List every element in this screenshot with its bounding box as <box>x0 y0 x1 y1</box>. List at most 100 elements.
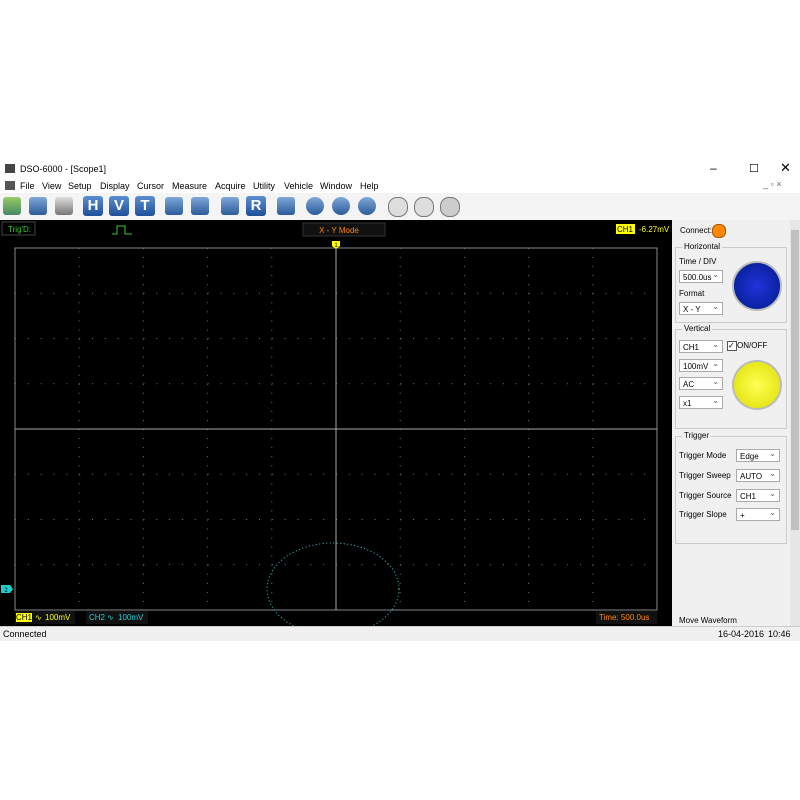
stop-button[interactable] <box>358 197 376 215</box>
ch2-box <box>86 611 148 624</box>
mode-label: X - Y Mode <box>319 226 359 235</box>
status-date: 16-04-2016 <box>718 629 765 639</box>
ch2-marker <box>1 585 13 593</box>
onoff-checkbox[interactable]: ✓ <box>727 341 737 351</box>
ch1-scale: 100mV <box>45 613 71 622</box>
coupling-select[interactable]: AC <box>679 375 723 390</box>
connect-label: Connect: <box>680 226 713 235</box>
vertical-group: Vertical CH1 ✓ ON/OFF 100mV AC x1 <box>675 324 787 429</box>
xy-trace <box>266 542 400 626</box>
scale-select[interactable]: 100mV <box>679 357 723 372</box>
scroll-thumb[interactable] <box>791 230 799 530</box>
channel-select[interactable]: CH1 <box>679 338 723 353</box>
auto-button[interactable] <box>306 197 324 215</box>
scrollbar[interactable] <box>790 220 800 626</box>
trigger-sweep-select[interactable]: AUTO <box>736 467 780 482</box>
app-icon <box>5 164 15 173</box>
group-title: Horizontal <box>682 242 723 251</box>
menu-item[interactable]: Display <box>100 181 130 191</box>
control-panel: Connect: Horizontal Time / DIV 500.0us F… <box>672 220 790 626</box>
scope-display: Trig'D: X - Y Mode CH1 -6.27mV 1 2 CH1 ∿… <box>0 220 672 626</box>
close[interactable]: ✕ <box>780 160 791 175</box>
label: Format <box>679 289 705 298</box>
trigger-edge-icon <box>112 225 132 235</box>
maximize[interactable]: ☐ <box>749 163 759 175</box>
horizontal-group: Horizontal Time / DIV 500.0us Format X -… <box>675 242 787 323</box>
menu-item[interactable]: Measure <box>172 181 208 191</box>
menu-item[interactable]: View <box>42 181 62 191</box>
menu-item[interactable]: Setup <box>68 181 92 191</box>
menu-item[interactable]: Cursor <box>137 181 165 191</box>
run-button[interactable] <box>332 197 350 215</box>
label: Time / DIV <box>679 257 717 266</box>
doc-icon <box>5 181 15 190</box>
title-bar: DSO-6000 - [Scope1] – ☐ ✕ <box>0 160 800 178</box>
label: Trigger Mode <box>679 451 727 460</box>
ch1-tag <box>616 224 635 234</box>
toolbar: H V T R <box>0 193 800 220</box>
group-title: Vertical <box>682 324 713 333</box>
onoff-label: ON/OFF <box>737 341 768 350</box>
time-div-select[interactable]: 500.0us <box>679 268 723 283</box>
menu-item[interactable]: Acquire <box>215 181 246 191</box>
print-button[interactable] <box>55 197 73 215</box>
status-text: Connected <box>3 629 47 639</box>
menu-item[interactable]: Help <box>360 181 379 191</box>
label: Trigger Source <box>679 491 732 500</box>
label: Trigger Sweep <box>679 471 731 480</box>
zoom-in[interactable] <box>388 197 408 217</box>
probe-select[interactable]: x1 <box>679 394 723 409</box>
label: Trigger Slope <box>679 510 727 519</box>
trigger-source-select[interactable]: CH1 <box>736 487 780 502</box>
trigger-mode-select[interactable]: Edge <box>736 447 780 462</box>
time-base: Time: 500.0us <box>599 613 649 622</box>
trigger-marker <box>332 241 340 249</box>
ch1-label: CH1 <box>16 613 33 622</box>
r-button[interactable]: R <box>246 196 266 216</box>
status-time: 10:46 <box>768 629 791 639</box>
menu-item[interactable]: Utility <box>253 181 275 191</box>
minimize[interactable]: – <box>710 161 717 175</box>
group-title: Trigger <box>682 431 712 440</box>
ch2-scale: 100mV <box>118 613 144 622</box>
save-button[interactable] <box>29 197 47 215</box>
yt-button[interactable] <box>165 197 183 215</box>
marker-top: 1 <box>334 243 338 249</box>
mode-box <box>302 222 386 237</box>
ch1-chip <box>16 613 32 622</box>
trig-box <box>1 221 36 236</box>
status-bar: Connected 16-04-2016 10:46 <box>0 626 800 641</box>
child-controls[interactable]: _ ▫ × <box>763 179 782 189</box>
volts-knob[interactable] <box>732 360 782 410</box>
math-button[interactable] <box>221 197 239 215</box>
trigger-slope-select[interactable]: + <box>736 506 780 521</box>
open-button[interactable] <box>3 197 21 215</box>
menu-item[interactable]: Vehicle <box>284 181 314 191</box>
cursor-button[interactable] <box>277 197 295 215</box>
time-box <box>596 611 657 624</box>
h-button[interactable]: H <box>83 196 103 216</box>
xy-button[interactable] <box>191 197 209 215</box>
menu-item[interactable]: Window <box>320 181 353 191</box>
trigger-group: Trigger Trigger Mode Edge Trigger Sweep … <box>675 431 787 544</box>
v-button[interactable]: V <box>109 196 129 216</box>
trigger-level: -6.27mV <box>639 225 670 234</box>
menu-item[interactable]: File <box>20 181 35 191</box>
move-waveform-label: Move Waveform <box>679 616 737 625</box>
menu-bar: File View Setup Display Cursor Measure A… <box>0 178 800 193</box>
app-window: DSO-6000 - [Scope1] – ☐ ✕ File View Setu… <box>0 160 800 641</box>
format-select[interactable]: X - Y <box>679 300 723 315</box>
window-title: DSO-6000 - [Scope1] <box>20 164 107 174</box>
trig-status: Trig'D: <box>8 225 31 234</box>
marker-left: 2 <box>4 588 8 594</box>
trigger-channel: CH1 <box>617 225 634 234</box>
reset-zoom[interactable] <box>440 197 460 217</box>
ch2-coupling: ∿ <box>107 613 114 622</box>
zoom-out[interactable] <box>414 197 434 217</box>
ch2-label: CH2 <box>89 613 106 622</box>
time-knob[interactable] <box>732 261 782 311</box>
connect-led <box>712 224 726 238</box>
t-button[interactable]: T <box>135 196 155 216</box>
ch1-coupling: ∿ <box>35 613 42 622</box>
